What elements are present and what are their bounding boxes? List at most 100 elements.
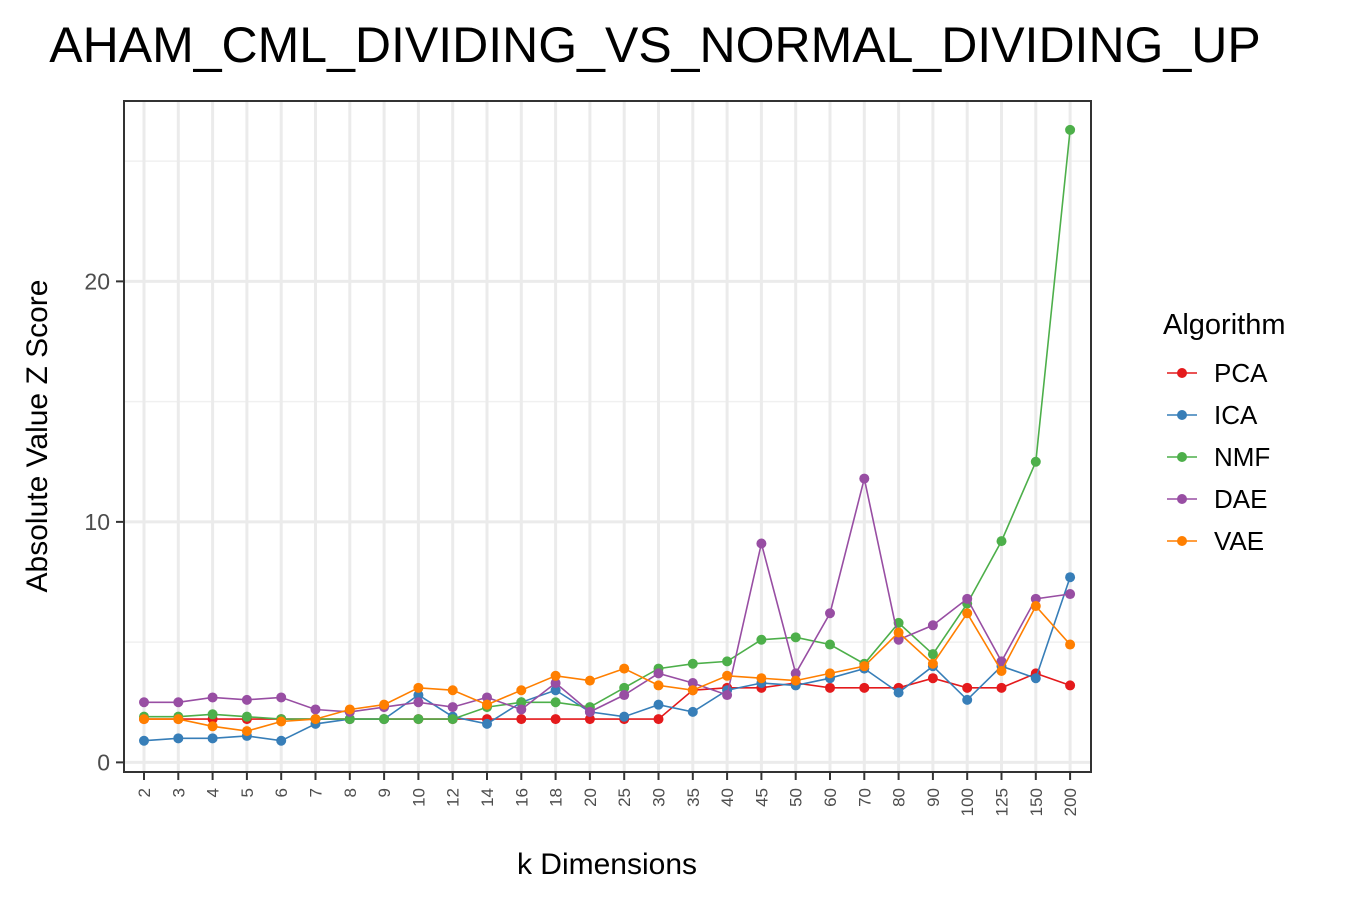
data-point (139, 697, 149, 708)
data-point (310, 704, 321, 715)
legend-item-ica: ICA (1167, 400, 1258, 430)
data-point (379, 699, 390, 710)
legend-key-point (1177, 368, 1187, 378)
data-point (173, 714, 184, 725)
legend-key-point (1177, 494, 1187, 504)
data-point (893, 627, 904, 638)
legend-item-nmf: NMF (1167, 442, 1270, 472)
legend-key-point (1177, 452, 1187, 462)
x-tick-label: 18 (547, 788, 566, 807)
data-point (687, 706, 698, 717)
data-point (413, 697, 424, 708)
y-tick-label: 0 (97, 749, 110, 775)
data-point (653, 668, 664, 679)
x-tick-label: 45 (752, 788, 771, 807)
data-point (962, 682, 973, 693)
data-point (927, 620, 938, 631)
series-line-nmf (144, 129, 1071, 720)
x-tick-label: 200 (1061, 788, 1080, 816)
x-tick-label: 60 (821, 788, 840, 807)
x-tick-label: 70 (855, 788, 874, 807)
x-tick-label: 20 (581, 788, 600, 807)
data-point (1030, 673, 1041, 684)
data-point (1065, 680, 1076, 691)
x-tick-label: 125 (993, 788, 1012, 816)
data-point (859, 661, 870, 672)
data-point (962, 608, 973, 619)
data-point (207, 721, 218, 732)
x-tick-label: 2 (135, 788, 154, 797)
data-point (276, 716, 287, 727)
y-tick-label: 20 (84, 268, 110, 294)
legend-title: Algorithm (1163, 309, 1286, 341)
series-line-vae (144, 604, 1071, 732)
data-point (996, 536, 1007, 547)
series-dae (139, 473, 1076, 717)
data-point (550, 714, 561, 725)
data-point (1065, 589, 1076, 600)
x-tick-label: 10 (409, 788, 428, 807)
x-tick-label: 90 (924, 788, 943, 807)
data-point (619, 690, 630, 701)
data-point (207, 692, 218, 703)
data-point (996, 665, 1007, 676)
data-point (550, 685, 561, 696)
legend-key-point (1177, 536, 1187, 546)
data-point (1030, 601, 1041, 612)
x-tick-label: 8 (341, 788, 360, 797)
data-point (619, 682, 630, 693)
series-nmf (139, 124, 1076, 725)
data-point (790, 675, 801, 686)
data-point (276, 692, 287, 703)
x-tick-label: 30 (650, 788, 669, 807)
data-point (584, 714, 595, 725)
data-point (139, 735, 149, 746)
data-point (241, 711, 252, 722)
data-point (722, 670, 733, 681)
x-tick-label: 5 (238, 788, 257, 797)
data-point (173, 697, 184, 708)
data-point (687, 685, 698, 696)
legend-label: VAE (1214, 526, 1264, 556)
chart-title: AHAM_CML_DIVIDING_VS_NORMAL_DIVIDING_UP (49, 17, 1260, 73)
data-point (550, 670, 561, 681)
data-point (825, 608, 835, 619)
data-point (962, 593, 973, 604)
data-point (825, 682, 835, 693)
series-layer (139, 124, 1076, 746)
x-tick-label: 100 (958, 788, 977, 816)
data-point (653, 699, 664, 710)
data-point (893, 634, 904, 645)
x-tick-label: 150 (1027, 788, 1046, 816)
data-point (516, 714, 527, 725)
data-point (241, 726, 252, 737)
legend-label: NMF (1214, 442, 1270, 472)
series-line-ica (143, 576, 1071, 742)
data-point (722, 690, 733, 701)
data-point (687, 658, 698, 669)
data-point (927, 658, 938, 669)
data-point (1030, 456, 1041, 467)
data-point (756, 673, 767, 684)
data-point (927, 673, 938, 684)
data-point (241, 694, 252, 705)
legend-label: ICA (1214, 400, 1258, 430)
data-point (584, 706, 595, 717)
data-point (139, 714, 149, 725)
x-tick-label: 25 (615, 788, 634, 807)
grid-minor (124, 160, 1091, 643)
legend-label: PCA (1214, 358, 1268, 388)
y-axis-label: Absolute Value Z Score (21, 280, 54, 593)
data-point (516, 685, 527, 696)
x-tick-label: 35 (684, 788, 703, 807)
data-point (653, 714, 664, 725)
series-line-dae (144, 478, 1071, 713)
data-point (413, 714, 424, 725)
data-point (584, 675, 595, 686)
data-point (1030, 593, 1041, 604)
x-tick-label: 40 (718, 788, 737, 807)
legend: Algorithm PCA ICA NMF DAE VAE (1163, 309, 1286, 556)
data-point (413, 682, 424, 693)
data-point (859, 473, 870, 484)
